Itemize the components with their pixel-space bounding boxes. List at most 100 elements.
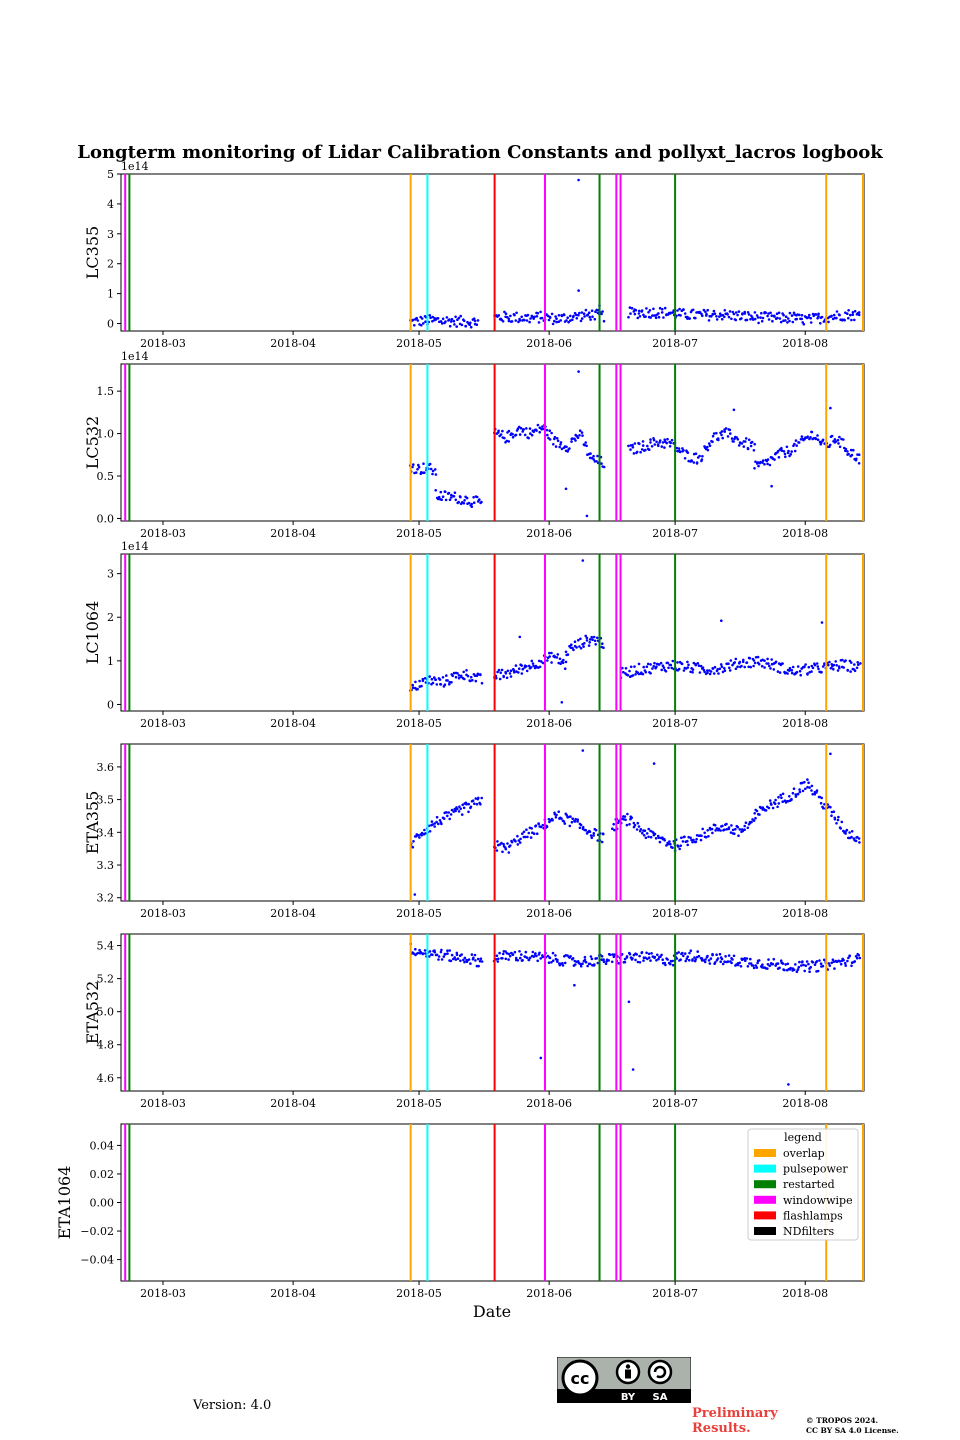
data-point xyxy=(794,963,797,966)
data-point xyxy=(602,319,606,323)
panel-lc355: 0 1 2 3 4 5 2018-03 2018-04 2018-05 2018-06 2018-0… xyxy=(83,160,865,350)
x-tick-label: 2018-06 xyxy=(526,1097,572,1110)
data-point xyxy=(578,826,582,830)
data-point xyxy=(592,454,595,458)
data-point xyxy=(630,816,633,819)
data-point xyxy=(503,436,506,440)
data-point xyxy=(625,955,629,958)
data-point xyxy=(776,316,779,320)
data-point xyxy=(813,792,817,796)
data-point xyxy=(814,437,818,441)
data-point xyxy=(736,825,740,829)
data-point xyxy=(497,957,500,961)
data-point xyxy=(436,317,440,320)
data-point xyxy=(453,491,457,495)
data-point xyxy=(450,953,454,957)
data-point xyxy=(526,835,529,839)
data-point xyxy=(841,318,844,322)
data-point xyxy=(683,835,686,839)
data-point xyxy=(423,949,427,952)
data-point xyxy=(564,650,568,654)
data-point xyxy=(677,667,681,671)
share-alike-icon xyxy=(647,1359,673,1385)
data-point xyxy=(499,671,503,674)
data-point xyxy=(734,311,738,314)
data-point xyxy=(754,964,758,967)
x-tick-label: 2018-07 xyxy=(652,717,698,730)
legend-swatch-overlap xyxy=(754,1149,776,1157)
data-point xyxy=(807,781,810,784)
data-point xyxy=(563,822,567,825)
data-point xyxy=(601,642,604,645)
data-point xyxy=(566,653,570,656)
data-point xyxy=(741,829,745,833)
data-point xyxy=(502,674,505,678)
data-point xyxy=(718,315,721,318)
data-point xyxy=(498,677,502,681)
data-point xyxy=(505,676,509,680)
data-point xyxy=(561,661,565,665)
data-point xyxy=(594,643,597,646)
data-point xyxy=(571,817,574,820)
copyright-line1: © TROPOS 2024. xyxy=(806,1416,879,1425)
data-point xyxy=(423,471,426,475)
data-point xyxy=(575,313,578,317)
outlier-point xyxy=(573,983,576,987)
data-point xyxy=(703,960,707,964)
x-tick-label: 2018-03 xyxy=(140,1097,186,1110)
data-point xyxy=(655,665,658,668)
data-point xyxy=(461,803,465,807)
data-point xyxy=(539,310,542,314)
data-point xyxy=(592,832,596,835)
data-point xyxy=(657,663,661,666)
data-point xyxy=(819,962,823,965)
data-point xyxy=(631,957,634,960)
data-point xyxy=(830,314,833,318)
data-point xyxy=(507,429,511,433)
data-point xyxy=(653,661,656,665)
data-point xyxy=(787,449,790,453)
data-point xyxy=(836,818,840,822)
data-point xyxy=(842,958,845,962)
data-point xyxy=(854,955,858,958)
data-point xyxy=(780,449,784,452)
data-point xyxy=(524,950,528,954)
data-point xyxy=(535,315,539,318)
data-point xyxy=(666,437,669,441)
data-point xyxy=(766,314,769,318)
data-point xyxy=(779,320,783,324)
data-point xyxy=(585,636,589,640)
data-point xyxy=(548,956,552,960)
y-tick-label: 0 xyxy=(107,318,114,331)
data-point xyxy=(807,962,810,966)
data-point xyxy=(774,660,778,664)
data-point xyxy=(557,314,561,317)
data-point xyxy=(691,671,694,674)
data-point xyxy=(741,660,745,664)
data-point xyxy=(678,450,682,454)
data-point xyxy=(796,968,800,971)
data-point xyxy=(567,320,570,324)
data-point xyxy=(501,320,505,323)
data-point xyxy=(717,827,721,831)
data-point xyxy=(852,448,855,452)
data-point xyxy=(803,665,806,668)
data-point xyxy=(788,795,791,798)
data-point xyxy=(832,313,836,317)
data-point xyxy=(585,444,588,448)
data-point xyxy=(548,655,551,658)
data-point xyxy=(760,319,764,323)
data-point xyxy=(571,437,574,440)
data-point xyxy=(431,681,435,685)
data-point xyxy=(534,824,538,827)
data-point xyxy=(420,317,424,320)
data-point xyxy=(529,432,532,435)
data-point xyxy=(771,319,774,323)
data-point xyxy=(723,828,726,831)
data-point xyxy=(430,820,434,823)
data-point xyxy=(827,663,830,667)
data-point xyxy=(550,661,553,664)
data-point xyxy=(655,959,658,962)
data-point xyxy=(833,967,836,970)
y-tick-label: 1 xyxy=(107,288,114,301)
